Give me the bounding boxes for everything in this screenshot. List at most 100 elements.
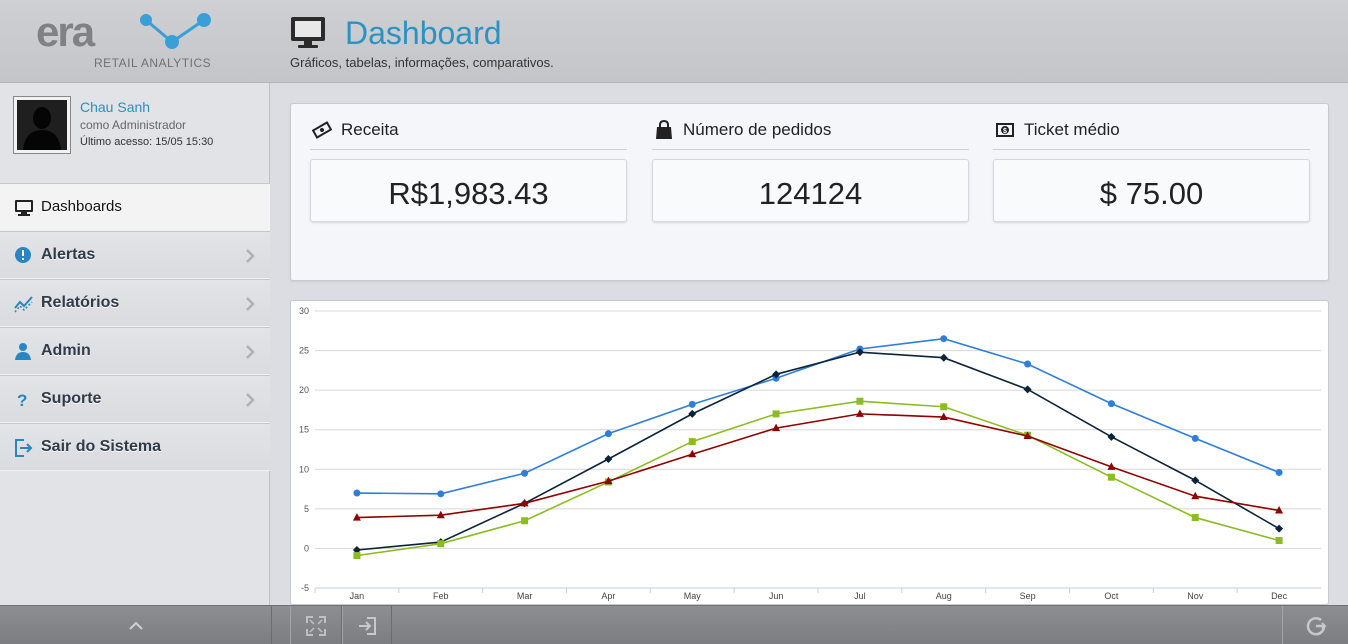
data-point (1024, 360, 1032, 368)
data-point (1023, 431, 1032, 440)
power-icon (1306, 616, 1326, 635)
chevron-right-icon (246, 345, 255, 359)
data-point (1023, 385, 1032, 394)
sidebar-item-label: Admin (41, 342, 91, 359)
sidebar-item-admin[interactable]: Admin (0, 327, 270, 375)
kpi-label: Receita (341, 120, 399, 139)
data-point (1191, 476, 1200, 485)
data-point (1191, 514, 1199, 522)
kpi-value: R$1,983.43 (388, 176, 549, 211)
data-point (352, 546, 361, 555)
sidebar: Chau Sanh como Administrador Último aces… (0, 83, 270, 605)
x-tick-label: Nov (1187, 591, 1204, 601)
trend-icon (14, 296, 33, 313)
monitor-icon (15, 200, 33, 216)
y-tick-label: 20 (299, 385, 309, 395)
data-point (1275, 468, 1283, 476)
data-point (1191, 434, 1199, 442)
data-point (1191, 491, 1200, 500)
brand-logo[interactable]: era RETAIL ANALYTICS (36, 11, 216, 72)
y-tick-label: 10 (299, 464, 309, 474)
kpi-header: Receita (310, 118, 627, 150)
data-point (772, 370, 781, 379)
avatar[interactable] (14, 97, 70, 153)
data-point (940, 335, 948, 343)
data-point (604, 454, 613, 463)
data-point (855, 348, 864, 357)
sidebar-item-label: Relatórios (41, 294, 120, 311)
chevron-right-icon (246, 297, 255, 311)
kpi-header: Número de pedidos (652, 118, 969, 150)
sidebar-item-sair[interactable]: Sair do Sistema (0, 423, 270, 471)
data-point (436, 510, 445, 519)
chart-panel: -5 0 5 10 15 20 25 30 Jan Feb Mar Apr May Jun Jul Aug Se… (290, 300, 1329, 605)
page-title: Dashboard (345, 15, 502, 51)
sidebar-item-label: Suporte (41, 390, 102, 407)
profile-name[interactable]: Chau Sanh (80, 99, 151, 115)
data-point (521, 469, 529, 477)
data-point (353, 552, 361, 560)
chevron-right-icon (246, 249, 255, 263)
y-tick-label: 25 (299, 346, 309, 356)
network-icon (140, 13, 211, 49)
data-point (855, 409, 864, 417)
data-point (939, 412, 948, 421)
kpi-header: $ Ticket médio (993, 118, 1310, 150)
login-button[interactable] (342, 606, 392, 644)
data-point (940, 403, 948, 411)
x-tick-label: Apr (601, 591, 615, 601)
data-point (1275, 505, 1284, 514)
collapse-sidebar-button[interactable] (0, 606, 272, 644)
x-tick-label: Jun (769, 591, 784, 601)
data-point (437, 490, 445, 498)
sidebar-item-label: Alertas (41, 246, 96, 263)
user-icon (15, 343, 31, 360)
kpi-panel: Receita R$1,983.43 Número de pedidos 124… (290, 103, 1329, 281)
data-point (688, 449, 697, 458)
bottom-bar (0, 605, 1348, 644)
x-tick-label: Mar (517, 591, 533, 601)
data-point (521, 517, 529, 525)
x-tick-label: May (684, 591, 702, 601)
alert-icon (15, 247, 31, 263)
bag-icon (656, 120, 672, 139)
data-point (1107, 462, 1116, 470)
data-point (688, 400, 696, 408)
y-tick-label: -5 (301, 583, 309, 593)
data-point (939, 353, 948, 362)
fullscreen-button[interactable] (290, 606, 342, 644)
banknote-icon: $ (996, 123, 1014, 137)
kpi-value-box: R$1,983.43 (310, 159, 627, 222)
question-icon: ? (17, 391, 27, 410)
user-profile: Chau Sanh como Administrador Último aces… (0, 83, 270, 183)
y-tick-label: 30 (299, 306, 309, 316)
fullscreen-icon (306, 615, 326, 636)
sidebar-item-suporte[interactable]: ? Suporte (0, 375, 270, 423)
data-point (604, 476, 613, 485)
series-line-2 (356, 351, 1280, 551)
data-point (772, 423, 781, 432)
login-icon (359, 616, 376, 635)
top-header: era RETAIL ANALYTICS Dashboard Gráficos,… (0, 0, 1348, 83)
sidebar-item-label: Sair do Sistema (41, 438, 162, 455)
kpi-ticket: $ Ticket médio $ 75.00 (993, 104, 1310, 224)
kpi-receita: Receita R$1,983.43 (310, 104, 627, 224)
data-point (856, 397, 864, 405)
profile-last-access: Último acesso: 15/05 15:30 (80, 136, 214, 148)
x-tick-label: Oct (1104, 591, 1119, 601)
power-button[interactable] (1282, 606, 1348, 644)
x-tick-label: Jan (350, 591, 365, 601)
data-point (1107, 400, 1115, 408)
line-chart: -5 0 5 10 15 20 25 30 Jan Feb Mar Apr May Jun Jul Aug Se… (299, 306, 1321, 601)
sidebar-item-dashboards[interactable]: Dashboards (0, 183, 270, 231)
data-point (437, 540, 445, 548)
chevron-right-icon (246, 393, 255, 407)
x-tick-label: Aug (936, 591, 952, 601)
y-tick-label: 15 (299, 425, 309, 435)
series-line-3 (356, 400, 1280, 557)
svg-text:$: $ (1003, 128, 1007, 135)
logout-icon (15, 439, 33, 457)
sidebar-item-alertas[interactable]: Alertas (0, 231, 270, 279)
data-point (688, 409, 697, 418)
sidebar-item-relatorios[interactable]: Relatórios (0, 279, 270, 327)
